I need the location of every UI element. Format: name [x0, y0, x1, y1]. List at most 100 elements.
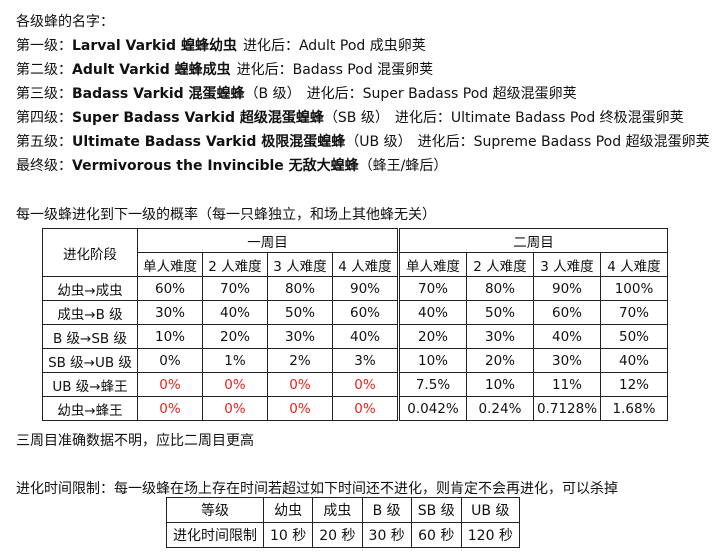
time-value-cell: 120 秒 — [460, 522, 520, 548]
time-header-cell: SB 级 — [410, 497, 462, 523]
table-row: SB 级→UB 级 0% 1% 2% 3% 10% 20% 30% 40% — [42, 348, 668, 373]
time-value-cell: 30 秒 — [361, 522, 412, 548]
probability-cell: 0% — [332, 396, 399, 421]
probability-cell: 40% — [533, 324, 601, 349]
level-name: Adult Varkid 蝗蜂成虫 — [72, 62, 231, 78]
table-row: UB 级→蜂王 0% 0% 0% 0% 7.5% 10% 11% 12% — [42, 372, 668, 397]
probability-cell: 90% — [533, 276, 601, 301]
level-prefix: 第三级： — [16, 86, 72, 102]
stage-cell: 幼虫→成虫 — [42, 276, 138, 301]
probability-cell: 0.042% — [397, 396, 467, 421]
group-header-1: 一周目 — [137, 228, 399, 253]
probability-cell: 80% — [466, 276, 534, 301]
probability-cell: 0% — [137, 396, 203, 421]
level-line: 最终级：Vermivorous the Invincible 无敌大蝗蜂（蜂王/… — [16, 154, 710, 178]
level-evolve: 进化后：Adult Pod 成虫卵荚 — [242, 38, 426, 54]
level-prefix: 第一级： — [16, 38, 72, 54]
time-header-cell: B 级 — [361, 497, 412, 523]
level-line: 第一级：Larval Varkid 蝗蜂幼虫 进化后：Adult Pod 成虫卵荚 — [16, 34, 710, 58]
level-line: 第四级：Super Badass Varkid 超级混蛋蝗蜂（SB 级） 进化后：… — [16, 106, 710, 130]
table-row: 幼虫→蜂王 0% 0% 0% 0% 0.042% 0.24% 0.7128% 1.68% — [42, 396, 668, 421]
difficulty-header: 2 人难度 — [466, 252, 534, 277]
level-rank: （UB 级） — [345, 134, 412, 150]
level-evolve: 进化后：Badass Pod 混蛋卵荚 — [236, 62, 434, 78]
probability-cell: 1.68% — [600, 396, 668, 421]
difficulty-header: 4 人难度 — [600, 252, 668, 277]
stage-header: 进化阶段 — [42, 228, 138, 277]
section-heading: 各级蜂的名字： — [16, 14, 114, 30]
level-prefix: 第五级： — [16, 134, 72, 150]
table-row: 幼虫→成虫 60% 70% 80% 90% 70% 80% 90% 100% — [42, 276, 668, 301]
level-prefix: 最终级： — [16, 158, 72, 174]
level-evolve: 进化后：Super Badass Pod 超级混蛋卵荚 — [306, 86, 577, 102]
stage-cell: 成虫→B 级 — [42, 300, 138, 325]
time-value-cell: 10 秒 — [262, 522, 314, 548]
probability-cell: 40% — [202, 300, 268, 325]
stage-cell: 幼虫→蜂王 — [42, 396, 138, 421]
probability-cell: 50% — [466, 300, 534, 325]
difficulty-header: 4 人难度 — [332, 252, 399, 277]
stage-cell: SB 级→UB 级 — [42, 348, 138, 373]
level-evolve: 进化后：Supreme Badass Pod 超级混蛋卵荚 — [417, 134, 710, 150]
difficulty-header: 单人难度 — [137, 252, 203, 277]
time-header-cell: 成虫 — [312, 497, 363, 523]
probability-cell: 0% — [267, 396, 333, 421]
probability-cell: 0% — [332, 372, 399, 397]
probability-cell: 70% — [202, 276, 268, 301]
probability-cell: 10% — [466, 372, 534, 397]
probability-cell: 40% — [600, 348, 668, 373]
probability-cell: 90% — [332, 276, 399, 301]
table-row: 成虫→B 级 30% 40% 50% 60% 40% 50% 60% 70% — [42, 300, 668, 325]
probability-cell: 0% — [137, 348, 203, 373]
level-rank: （SB 级） — [323, 110, 389, 126]
time-value-cell: 进化时间限制 — [166, 522, 264, 548]
time-header-cell: UB 级 — [460, 497, 520, 523]
table-row: B 级→SB 级 10% 20% 30% 40% 20% 30% 40% 50% — [42, 324, 668, 349]
probability-cell: 2% — [267, 348, 333, 373]
probability-cell: 30% — [267, 324, 333, 349]
time-value-cell: 60 秒 — [410, 522, 462, 548]
level-rank: （B 级） — [244, 86, 301, 102]
time-header-cell: 等级 — [166, 497, 264, 523]
level-name: Super Badass Varkid 超级混蛋蝗蜂 — [72, 110, 324, 126]
difficulty-header: 3 人难度 — [533, 252, 601, 277]
level-name: Vermivorous the Invincible 无敌大蝗蜂 — [72, 158, 359, 174]
stage-cell: B 级→SB 级 — [42, 324, 138, 349]
probability-cell: 70% — [397, 276, 467, 301]
probability-cell: 40% — [332, 324, 399, 349]
probability-cell: 3% — [332, 348, 399, 373]
probability-cell: 80% — [267, 276, 333, 301]
note-text: 三周目准确数据不明，应比二周目更高 — [16, 433, 254, 449]
probability-cell: 0% — [137, 372, 203, 397]
time-header-cell: 幼虫 — [262, 497, 314, 523]
group-header-2: 二周目 — [397, 228, 668, 253]
level-name: Ultimate Badass Varkid 极限混蛋蝗蜂 — [72, 134, 346, 150]
stage-cell: UB 级→蜂王 — [42, 372, 138, 397]
level-names-section: 各级蜂的名字： 第一级：Larval Varkid 蝗蜂幼虫 进化后：Adult … — [16, 10, 710, 178]
probability-cell: 0.7128% — [533, 396, 601, 421]
probability-cell: 60% — [332, 300, 399, 325]
difficulty-header: 单人难度 — [397, 252, 467, 277]
probability-cell: 60% — [137, 276, 203, 301]
level-rank: （蜂王/蜂后） — [358, 158, 448, 174]
level-prefix: 第二级： — [16, 62, 72, 78]
probability-cell: 1% — [202, 348, 268, 373]
probability-cell: 12% — [600, 372, 668, 397]
probability-cell: 100% — [600, 276, 668, 301]
probability-cell: 70% — [600, 300, 668, 325]
level-name: Larval Varkid 蝗蜂幼虫 — [72, 38, 237, 54]
probability-cell: 60% — [533, 300, 601, 325]
level-line: 第二级：Adult Varkid 蝗蜂成虫 进化后：Badass Pod 混蛋卵荚 — [16, 58, 710, 82]
probability-cell: 20% — [397, 324, 467, 349]
probability-title: 每一级蜂进化到下一级的概率（每一只蜂独立，和场上其他蜂无关） — [16, 207, 436, 223]
time-limit-title: 进化时间限制：每一级蜂在场上存在时间若超过如下时间还不进化，则肯定不会再进化，可… — [16, 481, 618, 497]
evolution-probability-table: 进化阶段 一周目 二周目 单人难度 2 人难度 3 人难度 4 人难度 单人难度 2 人难… — [42, 228, 668, 421]
difficulty-header: 2 人难度 — [202, 252, 268, 277]
probability-cell: 50% — [267, 300, 333, 325]
probability-cell: 20% — [466, 348, 534, 373]
probability-cell: 11% — [533, 372, 601, 397]
probability-cell: 30% — [137, 300, 203, 325]
probability-cell: 0% — [202, 396, 268, 421]
level-evolve: 进化后：Ultimate Badass Pod 终极混蛋卵荚 — [394, 110, 684, 126]
probability-cell: 20% — [202, 324, 268, 349]
